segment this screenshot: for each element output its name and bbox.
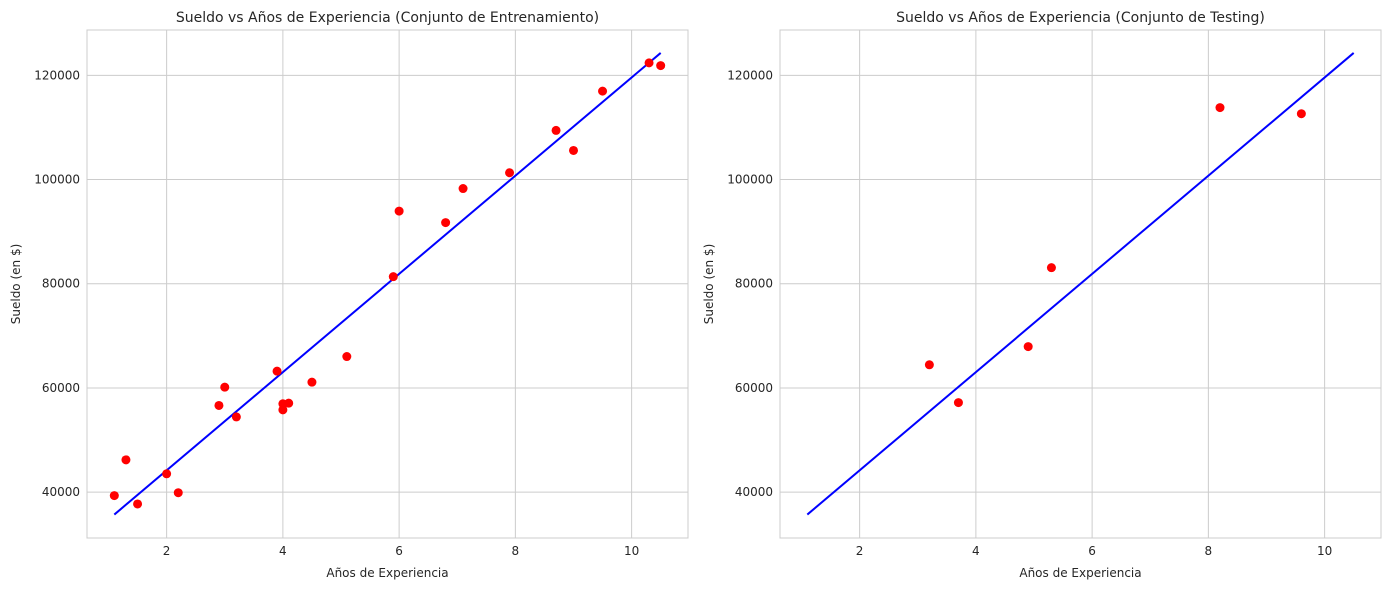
data-point — [505, 168, 515, 178]
data-point — [1023, 342, 1033, 352]
y-tick-label: 100000 — [727, 173, 773, 187]
y-tick-label: 100000 — [34, 173, 80, 187]
x-tick-label: 6 — [1088, 544, 1096, 558]
data-point — [272, 366, 282, 376]
regression-line — [806, 52, 1355, 516]
y-tick-label: 60000 — [735, 381, 773, 395]
data-point — [307, 377, 317, 387]
y-axis-label: Sueldo (en $) — [9, 244, 23, 325]
y-tick-label: 80000 — [42, 277, 80, 291]
x-tick-label: 2 — [163, 544, 171, 558]
y-tick-label: 40000 — [42, 485, 80, 499]
data-point — [656, 61, 666, 71]
data-point — [231, 412, 241, 422]
data-point — [342, 352, 352, 362]
x-tick-label: 10 — [624, 544, 639, 558]
data-point — [458, 184, 468, 194]
x-tick-label: 4 — [972, 544, 980, 558]
data-point — [121, 455, 131, 465]
x-axis-label: Años de Experiencia — [1019, 566, 1141, 580]
y-tick-label: 120000 — [727, 68, 773, 82]
y-tick-label: 80000 — [735, 277, 773, 291]
data-point — [173, 488, 183, 498]
chart-title: Sueldo vs Años de Experiencia (Conjunto … — [176, 10, 599, 26]
data-point — [598, 86, 608, 96]
data-point — [1215, 103, 1225, 113]
data-point — [1046, 263, 1056, 273]
data-point — [109, 491, 119, 501]
data-point — [644, 58, 654, 68]
x-tick-label: 8 — [1205, 544, 1213, 558]
regression-line — [113, 52, 662, 516]
y-tick-label: 60000 — [42, 381, 80, 395]
x-tick-label: 8 — [512, 544, 520, 558]
y-axis-label: Sueldo (en $) — [702, 244, 716, 325]
x-tick-label: 10 — [1317, 544, 1332, 558]
y-tick-label: 40000 — [735, 485, 773, 499]
x-tick-label: 4 — [279, 544, 287, 558]
data-point — [388, 272, 398, 282]
chart-testing: 2 4 6 8 10 40000 60000 80000 100000 120000 Sueldo … — [702, 10, 1382, 580]
data-point — [924, 360, 934, 370]
x-tick-label: 6 — [395, 544, 403, 558]
x-axis-label: Años de Experiencia — [326, 566, 448, 580]
chart-training: 2 4 6 8 10 40000 60000 80000 100000 120000 Sueldo … — [9, 10, 689, 580]
y-tick-label: 120000 — [34, 68, 80, 82]
data-point — [394, 206, 404, 216]
data-point — [953, 398, 963, 408]
data-point — [162, 469, 172, 479]
data-point — [133, 499, 143, 509]
data-point — [568, 145, 578, 155]
x-tick-label: 2 — [856, 544, 864, 558]
data-point — [551, 125, 561, 135]
data-point — [441, 218, 451, 228]
data-point — [214, 400, 224, 410]
data-point — [1296, 109, 1306, 119]
data-point — [220, 382, 230, 392]
data-point — [284, 398, 294, 408]
chart-title: Sueldo vs Años de Experiencia (Conjunto … — [896, 10, 1265, 26]
